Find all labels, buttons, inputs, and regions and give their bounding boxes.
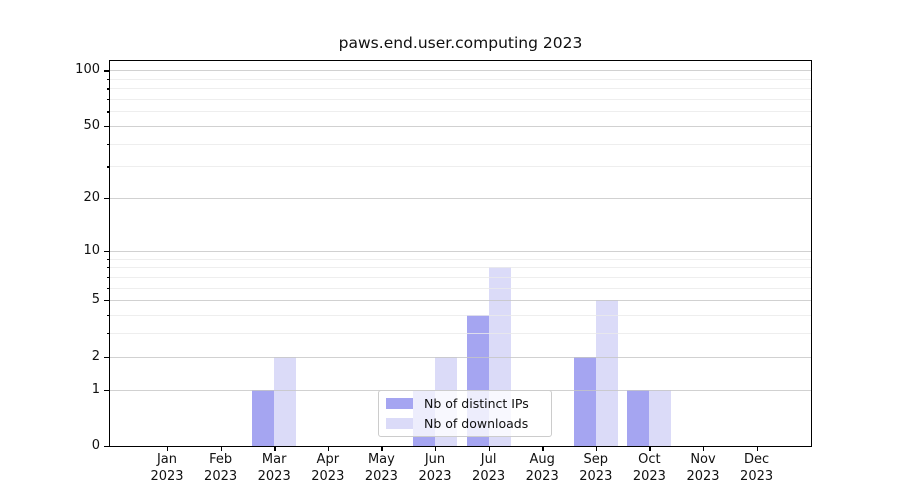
- y-tick-0: [104, 446, 110, 448]
- y-tick-label-5: 5: [91, 292, 100, 308]
- gridline-minor-6: [110, 287, 811, 289]
- gridline-minor-7: [110, 276, 811, 278]
- grid-layer: [110, 61, 811, 446]
- gridline-major-20: [110, 198, 811, 200]
- gridline-minor-80: [110, 88, 811, 90]
- y-minortick-3: [107, 333, 110, 335]
- gridline-minor-40: [110, 143, 811, 145]
- y-minortick-80: [107, 88, 110, 90]
- x-tick-jun-2023: [435, 446, 437, 451]
- legend-swatch-downloads: [386, 418, 413, 429]
- gridline-minor-8: [110, 267, 811, 269]
- x-tick-label-may-2023: May 2023: [364, 452, 398, 484]
- gridline-major-100: [110, 70, 811, 72]
- nb-of-downloads-bar-sep-2023: [595, 300, 618, 446]
- x-tick-label-jan-2023: Jan 2023: [150, 452, 184, 484]
- chart-title: paws.end.user.computing 2023: [338, 34, 583, 52]
- gridline-minor-9: [110, 258, 811, 260]
- gridline-minor-4: [110, 314, 811, 316]
- gridline-minor-70: [110, 98, 811, 100]
- x-tick-apr-2023: [327, 446, 330, 451]
- x-tick-oct-2023: [649, 446, 651, 451]
- y-tick-label-100: 100: [75, 62, 100, 78]
- legend-item-distinct-ips: Nb of distinct IPs: [386, 395, 551, 412]
- legend-item-downloads: Nb of downloads: [386, 415, 551, 432]
- x-tick-mar-2023: [274, 446, 276, 451]
- x-tick-label-aug-2023: Aug 2023: [525, 452, 559, 484]
- x-tick-label-oct-2023: Oct 2023: [632, 452, 666, 484]
- x-tick-nov-2023: [703, 446, 705, 451]
- y-tick-10: [104, 250, 110, 253]
- y-tick-5: [104, 300, 110, 302]
- x-tick-label-feb-2023: Feb 2023: [204, 452, 238, 484]
- x-tick-label-sep-2023: Sep 2023: [579, 452, 613, 484]
- legend-label-downloads: Nb of downloads: [424, 416, 529, 431]
- y-tick-label-2: 2: [91, 348, 100, 364]
- x-tick-label-nov-2023: Nov 2023: [686, 452, 720, 484]
- y-tick-label-0: 0: [91, 438, 100, 453]
- x-tick-label-jul-2023: Jul 2023: [472, 452, 506, 484]
- x-tick-jan-2023: [167, 446, 169, 451]
- x-tick-label-mar-2023: Mar 2023: [257, 452, 291, 484]
- nb-of-distinct-ips-bar-oct-2023: [627, 389, 650, 446]
- y-tick-100: [104, 70, 110, 72]
- y-tick-label-20: 20: [83, 190, 100, 206]
- nb-of-downloads-bar-mar-2023: [274, 356, 297, 446]
- nb-of-distinct-ips-bar-mar-2023: [252, 389, 275, 446]
- y-minortick-40: [107, 143, 110, 145]
- x-tick-label-apr-2023: Apr 2023: [311, 452, 345, 484]
- legend-swatch-distinct-ips: [386, 398, 413, 409]
- y-tick-label-10: 10: [83, 242, 100, 258]
- y-minortick-90: [107, 78, 110, 81]
- y-tick-2: [104, 356, 110, 358]
- x-tick-dec-2023: [756, 446, 758, 451]
- nb-of-downloads-bar-oct-2023: [649, 389, 672, 446]
- plot-area: [110, 61, 811, 446]
- y-minortick-30: [107, 166, 110, 168]
- y-minortick-8: [107, 267, 110, 269]
- gridline-minor-30: [110, 166, 811, 168]
- y-minortick-70: [107, 98, 110, 101]
- x-tick-feb-2023: [220, 446, 222, 451]
- y-minortick-60: [107, 111, 110, 113]
- gridline-major-2: [110, 356, 811, 358]
- gridline-minor-90: [110, 78, 811, 80]
- gridline-minor-60: [110, 111, 811, 113]
- gridline-major-50: [110, 125, 811, 127]
- legend-label-distinct-ips: Nb of distinct IPs: [424, 396, 529, 411]
- nb-of-distinct-ips-bar-sep-2023: [573, 356, 596, 446]
- x-tick-may-2023: [381, 446, 383, 451]
- y-minortick-9: [107, 258, 110, 260]
- x-tick-label-jun-2023: Jun 2023: [418, 452, 452, 484]
- y-tick-50: [104, 125, 110, 128]
- y-minortick-6: [107, 287, 110, 289]
- x-tick-sep-2023: [595, 446, 598, 451]
- y-tick-label-1: 1: [91, 381, 100, 397]
- gridline-minor-3: [110, 333, 811, 335]
- legend: Nb of distinct IPs Nb of downloads: [378, 390, 552, 437]
- y-tick-1: [104, 389, 110, 391]
- y-minortick-7: [107, 276, 110, 279]
- y-tick-20: [104, 198, 110, 200]
- gridline-major-5: [110, 300, 811, 302]
- gridline-major-10: [110, 250, 811, 252]
- x-tick-aug-2023: [542, 446, 544, 451]
- x-tick-jul-2023: [488, 446, 490, 451]
- x-tick-label-dec-2023: Dec 2023: [740, 452, 774, 484]
- y-minortick-4: [107, 314, 110, 317]
- y-tick-label-50: 50: [83, 117, 100, 133]
